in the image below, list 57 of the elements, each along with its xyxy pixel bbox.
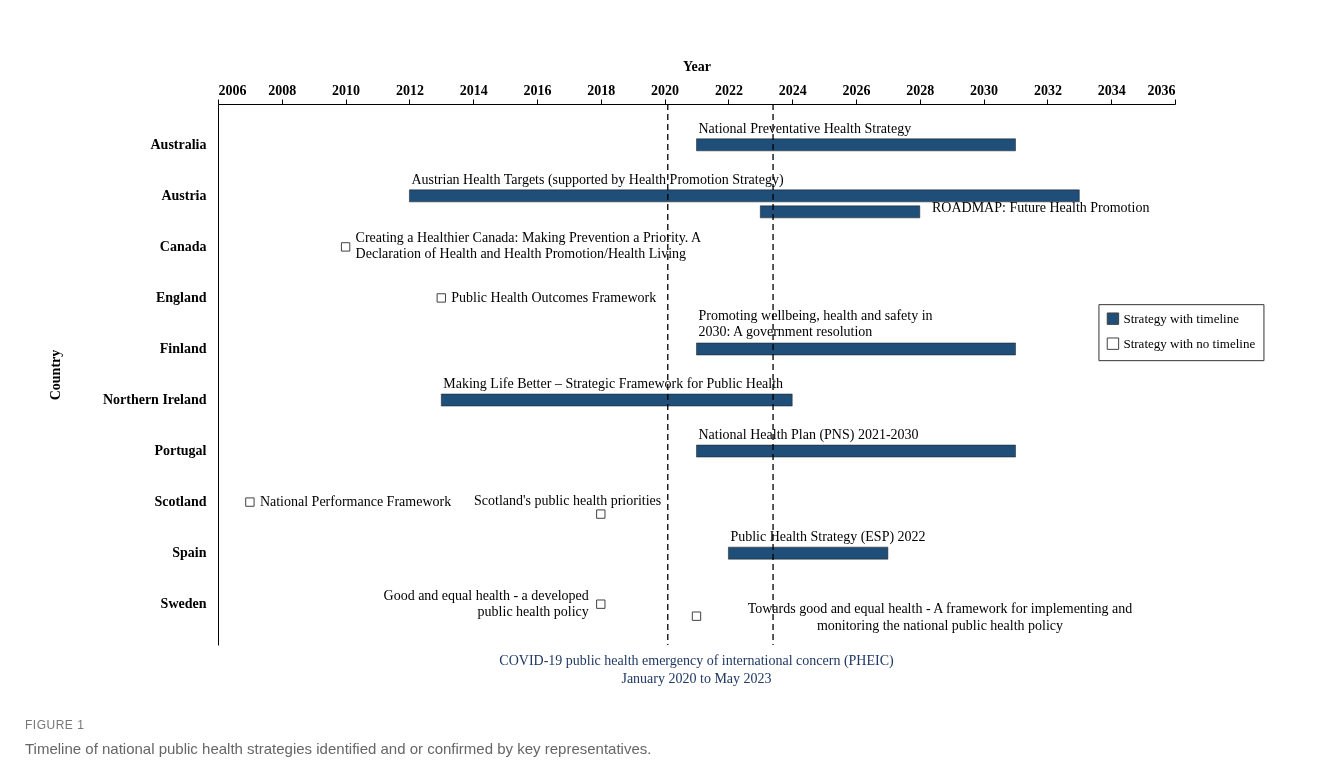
bar (409, 189, 1080, 203)
annotation: Promoting wellbeing, health and safety in 2030: A government resolution (698, 307, 933, 339)
x-tick-label: 2036 (1147, 82, 1176, 98)
x-tick-label: 2010 (332, 82, 361, 98)
annotation: Scotland's public health priorities (474, 493, 662, 509)
point (245, 497, 255, 507)
bar (728, 546, 889, 560)
annotation: ROADMAP: Future Health Promotion (932, 200, 1150, 216)
caption: FIGURE 1 (25, 718, 85, 732)
legend-label: Strategy with no timeline (1123, 335, 1256, 351)
x-tick-label: 2008 (268, 82, 297, 98)
annotation: Good and equal health - a developed public health policy (383, 587, 589, 619)
bar (696, 444, 1016, 458)
annotation: National Health Plan (PNS) 2021-2030 (698, 427, 919, 444)
x-tick-label: 2028 (906, 82, 935, 98)
annotation: National Preventative Health Strategy (698, 120, 912, 136)
y-tick-label: Finland (159, 340, 207, 356)
x-axis-title: Year (683, 58, 711, 74)
x-tick-label: 2024 (778, 82, 807, 98)
x-tick-label: 2026 (842, 82, 871, 98)
y-tick-label: Scotland (154, 494, 207, 510)
x-tick-label: 2032 (1033, 82, 1062, 98)
bar (441, 393, 793, 407)
x-tick-label: 2020 (651, 82, 680, 98)
annotation: Austrian Health Targets (supported by Health Promotion Strategy) (411, 171, 784, 188)
text: COVID-19 public health emergency of international concern (PHEIC) January 2020 to May 2023 (498, 652, 895, 688)
annotation: Making Life Better – Strategic Framework for Public Health (443, 376, 784, 392)
y-tick-label: England (155, 289, 207, 305)
x-tick-label: 2022 (714, 82, 743, 98)
x-tick-label: 2018 (587, 82, 616, 98)
annotation: Creating a Healthier Canada: Making Prevention a Priority. A Declaration of Health and Health Promotion/Health Living (355, 230, 702, 262)
y-tick-label: Spain (172, 545, 207, 561)
annotation: Towards good and equal health - A framework for implementing and monitoring the national public health policy (746, 600, 1134, 634)
x-tick-label: 2030 (970, 82, 999, 98)
x-tick-label: 2012 (395, 82, 424, 98)
point (596, 599, 606, 609)
y-tick-label: Portugal (154, 443, 207, 459)
bar (696, 138, 1016, 152)
x-tick-label: 2016 (523, 82, 552, 98)
bar (696, 342, 1016, 356)
annotation: Public Health Outcomes Framework (451, 289, 657, 305)
point (340, 242, 351, 252)
x-tick-label: 2014 (459, 82, 488, 98)
point (436, 293, 446, 303)
y-tick-label: Canada (159, 238, 207, 254)
y-axis-title: Country (47, 349, 63, 401)
x-tick-label: 2034 (1097, 82, 1126, 98)
y-tick-label: Northern Ireland (102, 392, 207, 408)
y-tick-label: Sweden (160, 596, 207, 612)
text: Timeline of national public health strategies identified and or confirmed by key representatives. (25, 740, 652, 757)
legend-label: Strategy with timeline (1123, 310, 1240, 326)
y-tick-label: Austria (161, 187, 207, 203)
bar (760, 205, 921, 219)
x-tick-label: 2006 (218, 82, 247, 98)
annotation: Public Health Strategy (ESP) 2022 (730, 529, 926, 546)
y-tick-label: Australia (150, 136, 207, 152)
annotation: National Performance Framework (259, 494, 452, 510)
